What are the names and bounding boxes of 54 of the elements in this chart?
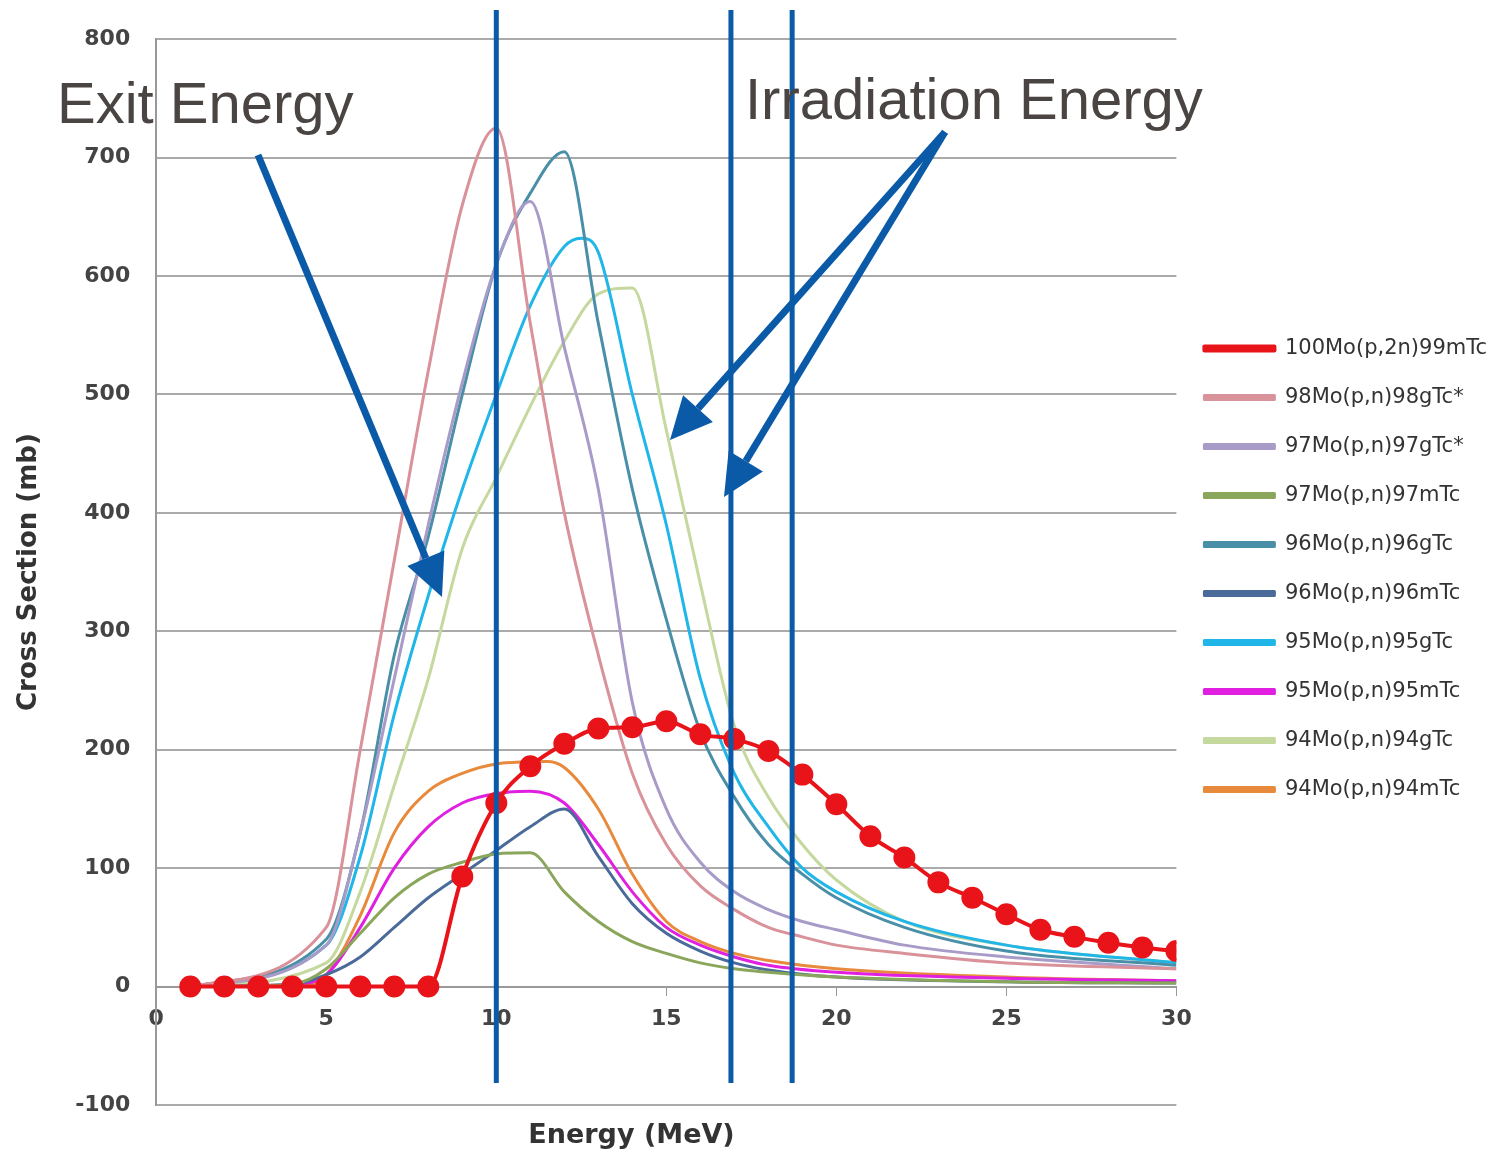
point xyxy=(1063,925,1086,948)
point xyxy=(281,975,304,998)
point xyxy=(689,723,712,746)
point xyxy=(859,825,882,848)
x-axis-title: Energy (MeV) xyxy=(527,1118,736,1149)
point xyxy=(995,903,1018,926)
point xyxy=(1029,918,1052,941)
x-tick-label: 30 xyxy=(1161,1005,1192,1031)
legend-label: 94Mo(p,n)94gTc xyxy=(1284,726,1454,751)
point xyxy=(315,975,338,998)
point xyxy=(213,975,236,998)
point xyxy=(655,710,678,733)
y-tick-label: 0 xyxy=(114,972,131,998)
y-tick-label: 800 xyxy=(84,24,131,50)
legend-label: 97Mo(p,n)97mTc xyxy=(1284,481,1461,506)
point xyxy=(1097,931,1120,954)
y-tick-label: 700 xyxy=(84,143,131,169)
point xyxy=(417,975,440,998)
legend-label: 95Mo(p,n)95mTc xyxy=(1284,677,1461,702)
x-tick-label: 20 xyxy=(821,1005,852,1031)
y-tick-label: -100 xyxy=(75,1090,131,1116)
point xyxy=(519,755,542,778)
y-tick-label: 100 xyxy=(84,853,131,879)
point xyxy=(825,793,848,816)
point xyxy=(961,886,984,909)
legend-label: 97Mo(p,n)97gTc* xyxy=(1284,432,1464,457)
point xyxy=(451,865,474,888)
x-tick-label: 15 xyxy=(651,1005,682,1031)
x-tick-label: 5 xyxy=(318,1005,334,1031)
point xyxy=(757,739,780,762)
y-axis-title: Cross Section (mb) xyxy=(12,433,43,711)
y-tick-label: 500 xyxy=(84,380,131,406)
legend-label: 98Mo(p,n)98gTc* xyxy=(1284,383,1464,408)
point xyxy=(587,717,610,740)
y-tick-label: 200 xyxy=(84,735,131,761)
legend-label: 95Mo(p,n)95gTc xyxy=(1284,628,1454,653)
point xyxy=(621,716,644,739)
y-tick-label: 600 xyxy=(84,261,131,287)
y-tick-label: 400 xyxy=(84,498,131,524)
point xyxy=(927,871,950,894)
y-tick-label: 300 xyxy=(84,617,131,643)
annotation: Exit Energy xyxy=(57,70,354,135)
x-tick-label: 25 xyxy=(991,1005,1022,1031)
point xyxy=(247,975,270,998)
legend-label: 96Mo(p,n)96mTc xyxy=(1284,579,1461,604)
legend-label: 96Mo(p,n)96gTc xyxy=(1284,530,1454,555)
point xyxy=(1131,936,1154,959)
point xyxy=(893,846,916,869)
point xyxy=(553,732,576,755)
point xyxy=(349,975,372,998)
point xyxy=(179,975,202,998)
legend-label: 94Mo(p,n)94mTc xyxy=(1284,775,1461,800)
legend-label: 100Mo(p,2n)99mTc xyxy=(1284,334,1488,359)
point xyxy=(383,975,406,998)
